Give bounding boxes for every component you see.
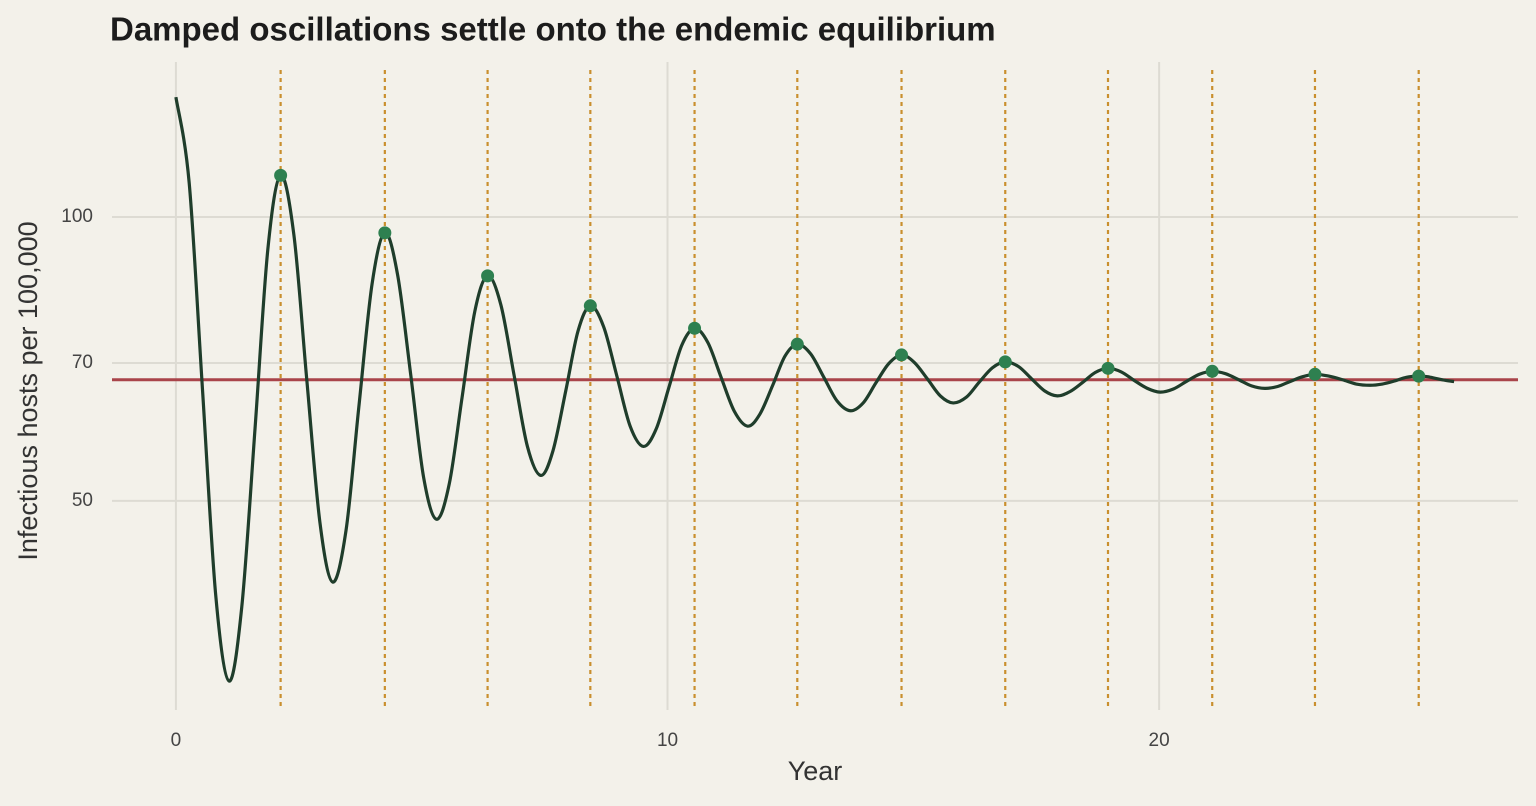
peak-point — [1101, 361, 1115, 375]
series-line — [174, 96, 1455, 683]
y-axis-label: Infectious hosts per 100,000 — [13, 221, 43, 560]
peak-point — [1308, 367, 1322, 381]
peak-point — [688, 321, 702, 335]
x-tick-label: 20 — [1149, 730, 1170, 751]
peak-point — [274, 168, 288, 182]
y-tick-label: 50 — [72, 490, 93, 511]
x-axis-label: Year — [788, 756, 843, 786]
x-tick-label: 0 — [171, 730, 182, 751]
x-tick-label: 10 — [657, 730, 678, 751]
peak-point — [790, 337, 804, 351]
peak-point — [481, 269, 495, 283]
peak-point — [378, 226, 392, 240]
peak-point — [1412, 369, 1426, 383]
peak-point — [895, 348, 909, 362]
peak-point — [1205, 364, 1219, 378]
y-tick-label: 100 — [61, 206, 93, 227]
peak-point — [583, 299, 597, 313]
y-tick-label: 70 — [72, 352, 93, 373]
peak-point — [998, 355, 1012, 369]
chart-title: Damped oscillations settle onto the ende… — [110, 11, 996, 48]
